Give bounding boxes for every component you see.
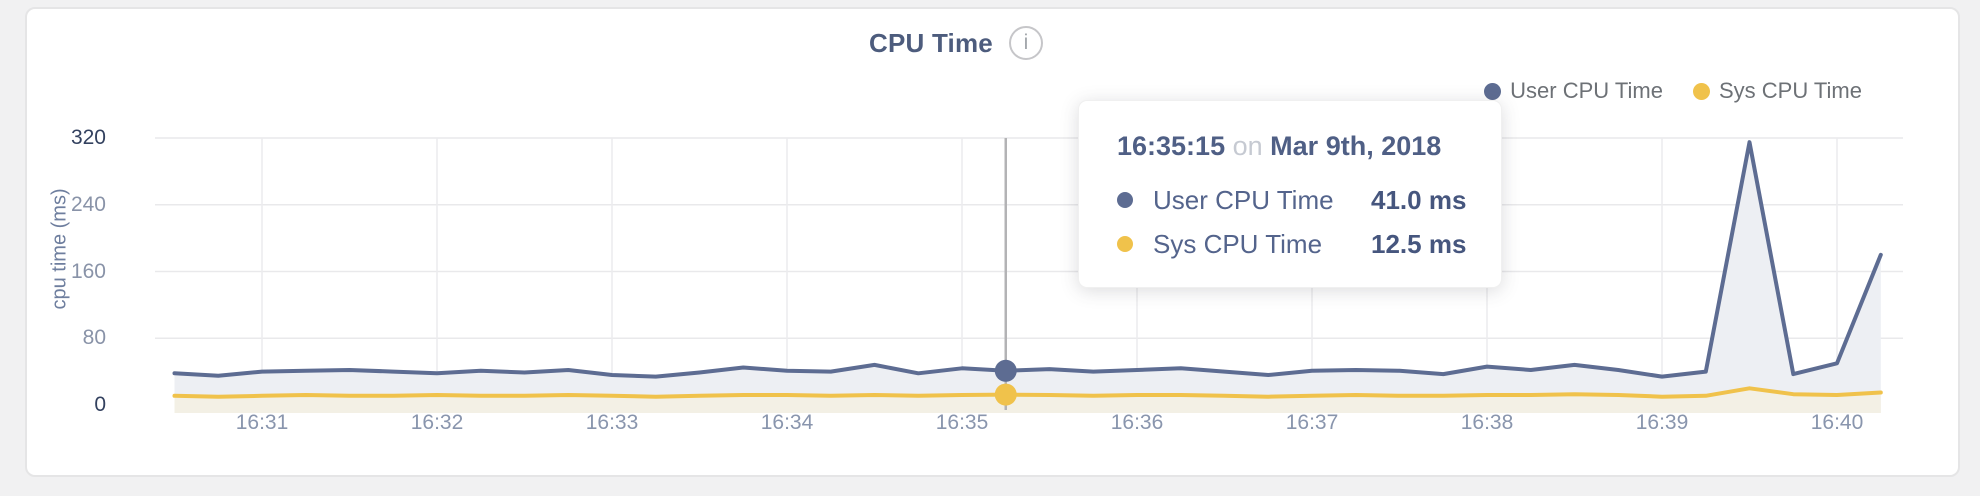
x-axis-tick: 16:38: [1460, 411, 1514, 434]
sys-series-dot-icon: [1117, 236, 1133, 252]
y-axis-tick: 320: [70, 126, 106, 149]
tooltip-time: 16:35:15: [1117, 131, 1226, 161]
tooltip-date: Mar 9th, 2018: [1270, 131, 1442, 161]
legend-item-user-cpu-time[interactable]: User CPU Time: [1484, 78, 1663, 104]
user-series-dot-icon: [1117, 192, 1133, 208]
sys-cpu-time-line: [172, 386, 1883, 399]
tooltip-timestamp: 16:35:15 on Mar 9th, 2018: [1117, 131, 1467, 162]
x-axis-tick: 16:40: [1810, 411, 1864, 434]
user-cpu-time-line: [172, 140, 1883, 379]
y-axis-tick: 160: [70, 259, 106, 283]
user-cpu-time-area: [174, 142, 1881, 413]
tooltip-series-value: 12.5 ms: [1371, 228, 1467, 259]
legend-label: Sys CPU Time: [1718, 78, 1862, 103]
chart-tooltip: 16:35:15 on Mar 9th, 2018 User CPU Time …: [1078, 100, 1502, 288]
sys-cpu-time-area: [174, 388, 1881, 413]
x-axis-tick: 16:37: [1285, 411, 1339, 434]
user-series-dot-icon: [1484, 82, 1502, 100]
legend-item-sys-cpu-time[interactable]: Sys CPU Time: [1692, 78, 1862, 104]
x-axis-tick: 16:36: [1110, 411, 1164, 434]
highlighted-point: [994, 383, 1017, 406]
chart-header: CPU Time i: [0, 26, 1946, 60]
chart-title: CPU Time: [869, 27, 993, 58]
tooltip-connector: on: [1232, 131, 1263, 161]
x-axis-tick: 16:31: [235, 411, 289, 434]
y-axis-tick: 240: [70, 192, 106, 216]
tooltip-series-label: User CPU Time: [1153, 184, 1334, 215]
highlighted-point: [994, 359, 1017, 382]
legend-label: User CPU Time: [1510, 78, 1663, 103]
tooltip-row-user: User CPU Time 41.0 ms: [1117, 178, 1467, 222]
chart-legend: User CPU Time Sys CPU Time: [1484, 78, 1862, 104]
x-axis-tick: 16:34: [760, 411, 814, 434]
x-axis-tick: 16:33: [585, 411, 639, 434]
info-icon[interactable]: i: [1008, 26, 1043, 60]
x-axis-tick: 16:35: [935, 411, 989, 434]
x-axis-tick: 16:32: [410, 411, 464, 434]
x-axis-tick: 16:39: [1635, 411, 1689, 434]
tooltip-row-sys: Sys CPU Time 12.5 ms: [1117, 222, 1467, 266]
y-axis-tick: 0: [94, 393, 106, 416]
sys-series-dot-icon: [1692, 82, 1710, 100]
tooltip-series-label: Sys CPU Time: [1153, 228, 1323, 259]
y-axis-tick: 80: [82, 326, 106, 350]
tooltip-series-value: 41.0 ms: [1371, 184, 1467, 215]
